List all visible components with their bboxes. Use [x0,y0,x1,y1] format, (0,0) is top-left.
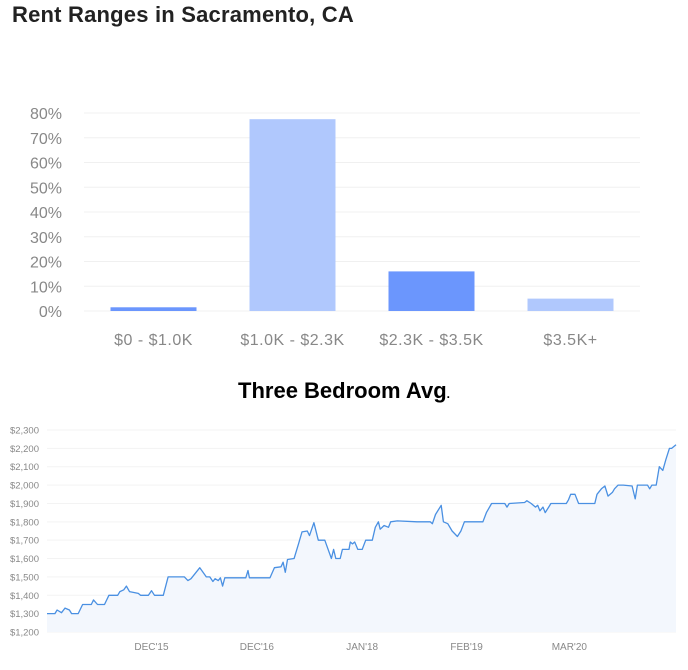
y-tick-label: $2,100 [10,462,39,473]
rent-ranges-bar-chart: 0% 10% 20% 30% 40% 50% 60% 70% 80% $0 - $1.0K $1.0… [30,106,640,349]
y-tick-label: $1,900 [10,499,39,510]
three-bedroom-avg-title-text: Three Bedroom Avg [238,378,447,403]
y-tick-label: $2,300 [10,426,39,437]
area-fill [47,444,676,632]
y-tick-label: $1,300 [10,609,39,620]
bar [527,298,614,311]
y-tick-label: $1,600 [10,554,39,565]
y-tick-label: 60% [30,156,62,173]
bar [388,271,475,311]
x-tick-label: DEC'16 [240,642,275,653]
y-tick-label: 30% [30,230,62,247]
y-tick-label: 20% [30,255,62,272]
y-tick-label: $2,200 [10,444,39,455]
y-tick-label: 50% [30,180,62,197]
y-tick-label: $1,800 [10,517,39,528]
three-bedroom-avg-title: Three Bedroom Avg. [0,378,688,404]
x-tick-label: JAN'18 [346,642,378,653]
x-tick-label: $2.3K - $3.5K [379,332,483,349]
y-tick-label: 40% [30,205,62,222]
x-tick-label: $1.0K - $2.3K [240,332,344,349]
y-tick-label: $1,400 [10,591,39,602]
y-tick-label: 70% [30,131,62,148]
y-tick-label: $1,200 [10,628,39,639]
x-tick-label: MAR'20 [552,642,588,653]
y-tick-label: $1,500 [10,572,39,583]
y-tick-label: 0% [39,304,62,321]
y-tick-label: 10% [30,279,62,296]
x-tick-label: DEC'15 [134,642,169,653]
bar [249,119,336,311]
x-tick-label: FEB'19 [450,642,483,653]
rent-ranges-title: Rent Ranges in Sacramento, CA [12,2,354,27]
series-line [47,444,677,615]
bar [110,307,197,311]
y-tick-label: 80% [30,106,62,123]
y-tick-label: $1,700 [10,536,39,547]
x-tick-label: $0 - $1.0K [114,332,193,349]
x-tick-label: $3.5K+ [543,332,597,349]
title-suffix: . [446,387,450,401]
y-tick-label: $2,000 [10,481,39,492]
